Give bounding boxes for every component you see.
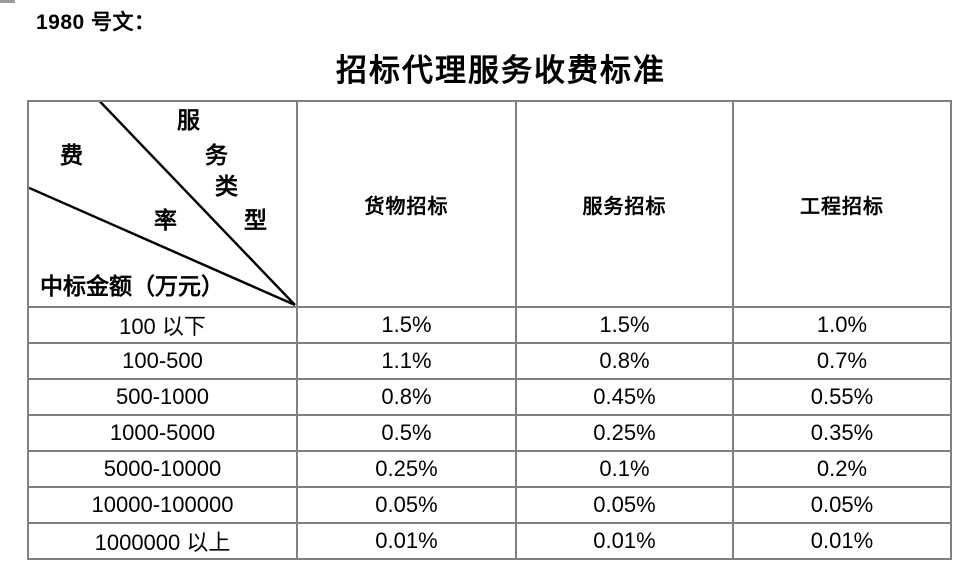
rate-cell: 0.2% xyxy=(732,450,952,488)
fee-standard-table: 服 务 类 型 费 率 中标金额（万元） 货物招标 服务招标 工程招标 100 … xyxy=(27,100,952,560)
rate-cell: 0.55% xyxy=(732,378,952,416)
table-row: 1000-5000 0.5% 0.25% 0.35% xyxy=(27,414,952,452)
rate-cell: 1.5% xyxy=(296,306,517,344)
diagonal-line-upper xyxy=(99,103,295,305)
rate-cell: 0.5% xyxy=(296,414,517,452)
corner-label-fee-rate-char: 率 xyxy=(154,208,177,233)
rate-cell: 0.25% xyxy=(515,414,734,452)
rate-cell: 0.05% xyxy=(732,486,952,524)
amount-range-cell: 500-1000 xyxy=(27,378,298,416)
corner-label-service-type-char: 务 xyxy=(205,143,228,168)
amount-range-cell: 1000000 以上 xyxy=(27,522,298,560)
amount-range-cell: 1000-5000 xyxy=(27,414,298,452)
rate-cell: 0.35% xyxy=(732,414,952,452)
rate-cell: 0.01% xyxy=(515,522,734,560)
table-row: 10000-100000 0.05% 0.05% 0.05% xyxy=(27,486,952,524)
rate-cell: 0.25% xyxy=(296,450,517,488)
rate-cell: 1.1% xyxy=(296,342,517,380)
corner-label-fee-rate-char: 费 xyxy=(60,143,83,168)
amount-range-cell: 5000-10000 xyxy=(27,450,298,488)
rate-cell: 0.8% xyxy=(515,342,734,380)
column-header-engineering-bidding: 工程招标 xyxy=(732,100,952,308)
rate-cell: 1.5% xyxy=(515,306,734,344)
table-row: 500-1000 0.8% 0.45% 0.55% xyxy=(27,378,952,416)
table-row: 5000-10000 0.25% 0.1% 0.2% xyxy=(27,450,952,488)
table-row: 1000000 以上 0.01% 0.01% 0.01% xyxy=(27,522,952,560)
rate-cell: 1.0% xyxy=(732,306,952,344)
column-header-service-bidding: 服务招标 xyxy=(515,100,734,308)
rate-cell: 0.01% xyxy=(296,522,517,560)
table-header-row: 服 务 类 型 费 率 中标金额（万元） 货物招标 服务招标 工程招标 xyxy=(27,100,952,308)
corner-label-service-type-char: 类 xyxy=(215,174,238,199)
rate-cell: 0.7% xyxy=(732,342,952,380)
amount-range-cell: 100-500 xyxy=(27,342,298,380)
column-header-goods-bidding: 货物招标 xyxy=(296,100,517,308)
table-row: 100-500 1.1% 0.8% 0.7% xyxy=(27,342,952,380)
rate-cell: 0.05% xyxy=(296,486,517,524)
diagonal-line-lower xyxy=(30,186,295,305)
rate-cell: 0.01% xyxy=(732,522,952,560)
corner-label-bid-amount: 中标金额（万元） xyxy=(40,274,224,299)
rate-cell: 0.05% xyxy=(515,486,734,524)
screen-edge-artifact xyxy=(0,0,15,3)
amount-range-cell: 100 以下 xyxy=(27,306,298,344)
diagonal-lines-graphic xyxy=(30,103,295,305)
rate-cell: 0.45% xyxy=(515,378,734,416)
page-title: 招标代理服务收费标准 xyxy=(336,53,666,88)
rate-cell: 0.8% xyxy=(296,378,517,416)
rate-cell: 0.1% xyxy=(515,450,734,488)
table-row: 100 以下 1.5% 1.5% 1.0% xyxy=(27,306,952,344)
document-reference: 1980 号文： xyxy=(36,11,156,34)
diagonal-corner-cell: 服 务 类 型 费 率 中标金额（万元） xyxy=(27,100,298,308)
corner-label-service-type-char: 型 xyxy=(244,208,267,233)
corner-label-service-type-char: 服 xyxy=(177,108,200,133)
amount-range-cell: 10000-100000 xyxy=(27,486,298,524)
